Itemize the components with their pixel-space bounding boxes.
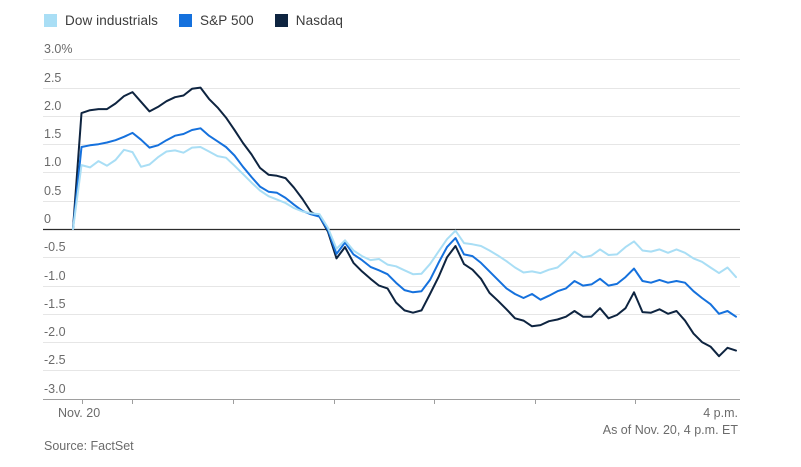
legend-item: Dow industrials (44, 13, 158, 28)
y-axis-tick-label: 3.0% (44, 42, 73, 57)
legend: Dow industrials S&P 500 Nasdaq (44, 13, 343, 28)
series-line-nasdaq (72, 86, 737, 358)
x-axis-end-label: 4 p.m. (703, 406, 738, 420)
y-axis-tick-label: 2.0 (44, 98, 62, 113)
x-axis-start-label: Nov. 20 (58, 406, 101, 420)
source-note: Source: FactSet (44, 439, 134, 453)
y-axis-tick-label: 0 (44, 212, 51, 226)
legend-item-label: S&P 500 (200, 13, 254, 28)
y-axis-tick-label: -0.5 (44, 240, 66, 255)
y-axis-tick-label: -1.5 (44, 296, 66, 311)
legend-item-label: Dow industrials (65, 13, 159, 28)
y-axis-tick-label: -2.0 (44, 325, 66, 340)
y-axis-tick-label: 2.5 (44, 70, 62, 85)
as-of-note: As of Nov. 20, 4 p.m. ET (602, 423, 738, 437)
series-line-dow-industrials (72, 146, 737, 279)
y-axis-tick-label: -2.5 (44, 353, 66, 368)
y-axis-tick-label: -3.0 (44, 381, 66, 396)
legend-swatch-icon (44, 14, 57, 27)
legend-swatch-icon (179, 14, 193, 27)
y-axis-tick-label: 1.5 (44, 127, 62, 142)
y-axis-tick-label: 0.5 (44, 183, 62, 198)
y-axis-tick-label: 1.0 (44, 155, 62, 170)
legend-item-label: Nasdaq (295, 13, 343, 28)
legend-swatch-icon (274, 14, 288, 27)
legend-item: Nasdaq (274, 13, 343, 28)
y-axis-tick-label: -1.0 (44, 268, 66, 283)
legend-item: S&P 500 (179, 13, 254, 28)
series-line-s-p-500 (72, 127, 737, 318)
